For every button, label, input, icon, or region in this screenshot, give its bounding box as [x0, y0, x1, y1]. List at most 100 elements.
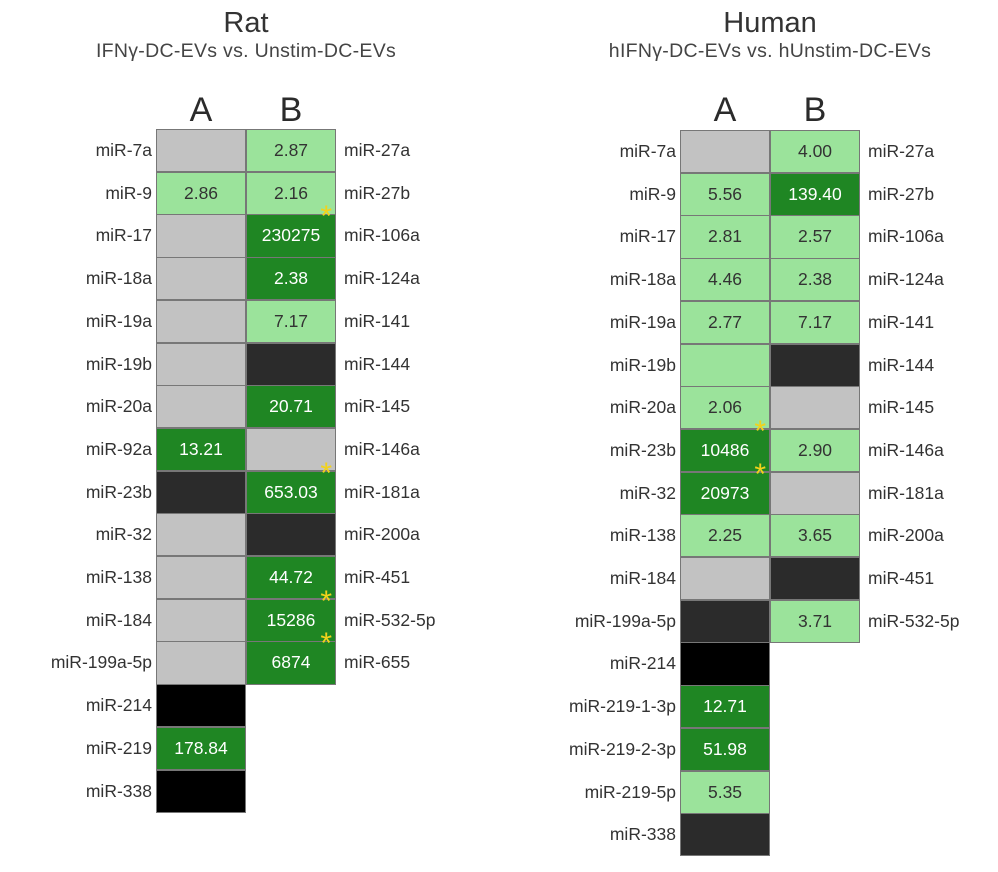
rat-row-label: miR-200a	[344, 524, 420, 545]
human-row-label: miR-219-1-3p	[569, 696, 676, 717]
rat-row-label: miR-138	[85, 567, 152, 587]
significance-star-icon: *	[320, 200, 332, 234]
human-row-label: miR-451	[868, 568, 935, 588]
rat-cell-a	[156, 684, 246, 728]
human-cell-value: 5.56	[707, 183, 743, 204]
rat-cell-value: 2.86	[183, 182, 219, 203]
significance-star-icon: *	[320, 584, 332, 618]
human-row-label: miR-17	[619, 226, 676, 247]
human-row-label: miR-181a	[868, 482, 944, 503]
human-cell-a	[680, 813, 770, 857]
rat-cell-value: 20.71	[269, 396, 313, 417]
human-row-label: miR-146a	[868, 439, 944, 460]
rat-cell-value: 44.72	[269, 567, 313, 587]
human-cell-a: 4.46	[680, 258, 770, 302]
rat-cell-a: 2.86	[156, 171, 246, 215]
rat-cell-value: 7.17	[273, 310, 309, 331]
human-cell-value: 2.81	[707, 226, 743, 247]
human-row-label: miR-532-5p	[868, 610, 960, 631]
rat-cell-b: 2.38	[246, 257, 336, 301]
human-cell-value: 3.71	[797, 610, 833, 631]
human-row-label: miR-141	[868, 311, 935, 332]
rat-row-label: miR-219	[85, 737, 152, 758]
human-cell-a: 5.35	[680, 770, 770, 814]
rat-cell-b	[246, 427, 336, 472]
significance-star-icon: *	[754, 414, 766, 448]
rat-row-label: miR-23b	[85, 481, 152, 502]
human-row-label: miR-106a	[868, 226, 944, 247]
human-cell-b: 2.38	[770, 258, 860, 302]
rat-row-label: miR-19b	[85, 353, 152, 374]
rat-row-label: miR-17	[95, 225, 152, 246]
human-cell-a: 51.98	[680, 727, 770, 771]
human-row-label: miR-145	[868, 397, 935, 418]
human-cell-value: 4.00	[797, 141, 833, 161]
rat-row-label: miR-655	[344, 652, 411, 673]
human-cell-a: 2.06	[680, 386, 770, 430]
rat-subtitle: IFNγ-DC-EVs vs. Unstim-DC-EVs	[95, 40, 397, 62]
human-cell-value: 5.35	[707, 781, 743, 802]
rat-cell-b: 7.17	[246, 299, 336, 343]
rat-cell-value: 2.38	[273, 268, 309, 289]
rat-row-label: miR-92a	[85, 438, 152, 459]
rat-cell-value: 13.21	[179, 438, 223, 459]
rat-cell-b: 2.16	[246, 171, 336, 215]
human-row-label: miR-219-2-3p	[569, 738, 676, 759]
human-cell-value: 2.25	[707, 525, 743, 546]
human-row-label: miR-20a	[609, 397, 676, 418]
human-cell-value: 2.06	[707, 397, 743, 418]
human-cell-b: 3.65	[770, 514, 860, 558]
human-cell-a	[680, 343, 770, 387]
human-row-label: miR-32	[619, 482, 676, 503]
rat-column-b-header: B	[279, 91, 303, 129]
human-row-label: miR-338	[609, 824, 676, 845]
rat-row-label: miR-146a	[344, 438, 420, 459]
rat-row-label: miR-338	[85, 780, 152, 801]
human-title: Human	[723, 7, 817, 39]
human-cell-value: 2.90	[797, 439, 833, 460]
human-cell-b	[770, 557, 860, 601]
human-cell-b: 7.17	[770, 300, 860, 344]
human-cell-b: 2.57	[770, 215, 860, 259]
human-row-label: miR-214	[609, 653, 676, 674]
rat-row-label: miR-184	[85, 609, 152, 630]
rat-cell-value: 178.84	[174, 737, 228, 758]
rat-row-label: miR-199a-5p	[50, 652, 152, 673]
human-cell-value: 139.40	[788, 183, 842, 204]
rat-cell-b: 20.71	[246, 385, 336, 429]
rat-row-label: miR-124a	[344, 268, 420, 289]
rat-row-label: miR-18a	[85, 268, 152, 289]
rat-cell-a	[156, 342, 246, 386]
human-subtitle: hIFNγ-DC-EVs vs. hUnstim-DC-EVs	[608, 40, 932, 62]
human-cell-value: 20973	[700, 482, 750, 503]
rat-row-label: miR-532-5p	[344, 609, 436, 630]
rat-row-label: miR-451	[344, 567, 411, 587]
rat-cell-a	[156, 214, 246, 258]
human-cell-b: 4.00	[770, 130, 860, 174]
human-cell-value: 7.17	[797, 311, 833, 332]
rat-cell-a	[156, 385, 246, 429]
rat-row-label: miR-32	[95, 524, 152, 545]
rat-cell-a	[156, 513, 246, 557]
rat-row-label: miR-106a	[344, 225, 420, 246]
rat-row-label: miR-19a	[85, 310, 152, 331]
rat-cell-a	[156, 470, 246, 514]
human-cell-b: 3.71	[770, 599, 860, 643]
rat-cell-value: 653.03	[264, 481, 318, 502]
rat-cell-b: 15286 *	[246, 586, 336, 642]
rat-cell-value: 15286	[266, 609, 316, 630]
human-row-label: miR-19a	[609, 311, 676, 332]
human-cell-a: 10486 *	[680, 416, 770, 473]
human-row-label: miR-200a	[868, 525, 944, 546]
significance-star-icon: *	[320, 456, 332, 490]
human-cell-b: 139.40	[770, 172, 860, 216]
human-cell-a	[680, 557, 770, 601]
human-cell-a: 2.25	[680, 514, 770, 558]
rat-row-label: miR-20a	[85, 396, 152, 417]
human-row-label: miR-7a	[619, 141, 676, 161]
human-row-label: miR-184	[609, 568, 676, 588]
rat-cell-a	[156, 257, 246, 301]
human-cell-value: 2.77	[707, 311, 743, 332]
human-row-label: miR-138	[609, 525, 676, 546]
human-cell-value: 12.71	[703, 696, 747, 717]
